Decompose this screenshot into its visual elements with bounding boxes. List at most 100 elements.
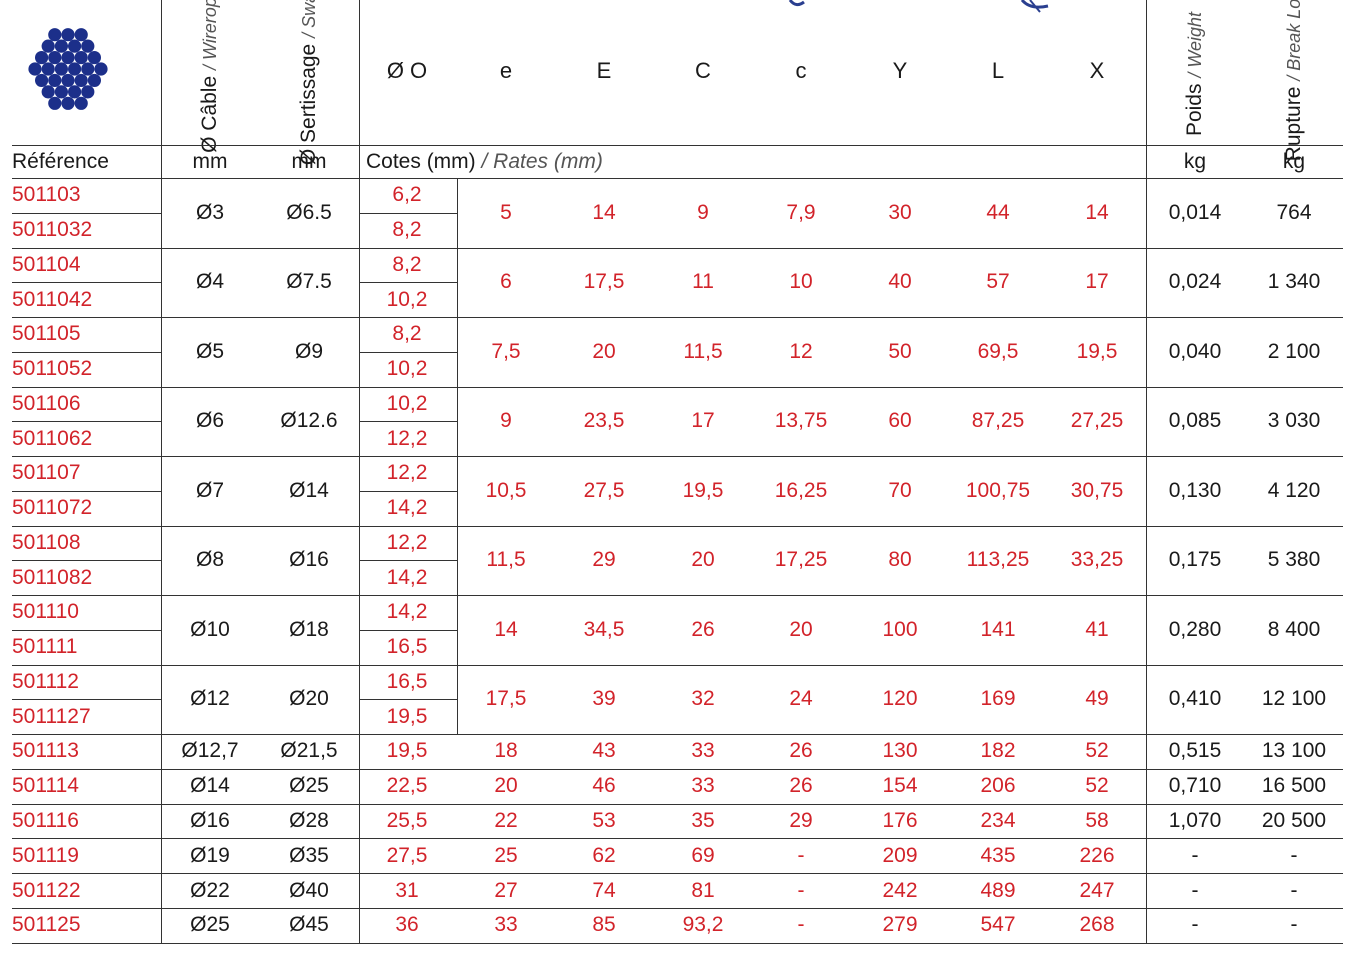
dim-e-value: 22	[494, 809, 518, 832]
row-divider	[12, 803, 1343, 805]
dim-header-o: Ø O	[386, 58, 428, 83]
cable-diameter: Ø12,7	[181, 739, 239, 763]
swaging-unit: mm	[291, 150, 327, 173]
dim-E-value: 17,5	[583, 270, 625, 294]
swaging-diameter: Ø16	[289, 548, 329, 572]
dim-o-value: 10,2	[386, 357, 428, 381]
dim-c-value: -	[797, 843, 805, 867]
dim-e-value: 20	[494, 774, 518, 798]
weight-unit: kg	[1183, 150, 1207, 173]
swaging-diameter: Ø25	[289, 774, 329, 798]
reference-code: 5011062	[12, 426, 93, 450]
dim-X-value: 226	[1079, 843, 1115, 867]
swaging-diameter: Ø9	[294, 339, 324, 363]
reference-code: 501105	[12, 322, 81, 346]
swaging-diameter: Ø7.5	[286, 270, 332, 294]
dim-c-value: 20	[789, 617, 813, 641]
break-load-value: -	[1290, 843, 1298, 867]
column-divider	[1146, 0, 1147, 943]
cable-unit: mm	[192, 150, 228, 173]
row-divider	[12, 873, 1343, 875]
dim-o-value: 14,2	[386, 496, 428, 520]
break-unit: kg	[1282, 150, 1306, 173]
weight-value: 0,710	[1168, 774, 1222, 798]
dim-o-value: 25,5	[386, 809, 428, 832]
dim-X-value: 49	[1085, 687, 1109, 711]
reference-code: 501119	[12, 843, 79, 867]
dim-E-value: 27,5	[583, 478, 625, 502]
dim-header-C: C	[695, 58, 711, 83]
dim-o-value: 8,2	[392, 218, 422, 242]
dim-c-value: -	[797, 913, 805, 937]
dim-o-value: 19,5	[386, 739, 428, 763]
ref-sub-divider	[12, 699, 161, 701]
wire-strand-icon	[18, 26, 118, 112]
reference-code: 501112	[12, 669, 79, 693]
dim-c-value: 12	[789, 339, 813, 363]
dim-X-value: 52	[1085, 774, 1109, 798]
row-divider	[12, 942, 1343, 944]
dim-X-value: 14	[1085, 200, 1109, 224]
dim-C-value: 93,2	[682, 913, 724, 937]
dim-c-value: 7,9	[786, 200, 816, 224]
swaging-diameter: Ø21,5	[280, 739, 338, 763]
reference-code: 501103	[12, 183, 81, 207]
dim-E-value: 29	[592, 548, 616, 572]
dim-e-value: 27	[494, 878, 518, 902]
dim-Y-value: 120	[882, 687, 918, 711]
cable-diameter: Ø16	[190, 809, 230, 832]
weight-value: 0,175	[1168, 548, 1222, 572]
cable-diameter: Ø19	[190, 843, 230, 867]
dim-C-value: 19,5	[682, 478, 724, 502]
ref-sub-divider	[12, 560, 161, 562]
dim-C-value: 69	[691, 843, 715, 867]
break-load-value: 13 100	[1261, 739, 1327, 763]
dim-header-E: E	[596, 58, 612, 83]
dim-L-value: 100,75	[965, 478, 1031, 502]
dim-e-value: 7,5	[491, 339, 521, 363]
dim-C-value: 26	[691, 617, 715, 641]
row-divider	[12, 768, 1343, 770]
diagram-fragment-icon	[788, 0, 1049, 13]
swaging-diameter: Ø45	[289, 913, 329, 937]
dim-c-value: 16,25	[774, 478, 828, 502]
ref-sub-divider	[12, 490, 161, 492]
cable-diameter: Ø3	[195, 200, 225, 224]
weight-value: 0,014	[1168, 200, 1222, 224]
row-divider	[12, 386, 1343, 388]
reference-code: 501108	[12, 530, 81, 554]
reference-code: 501111	[12, 635, 78, 659]
reference-header: Référence	[12, 150, 109, 173]
dim-C-value: 11,5	[683, 339, 723, 363]
dim-L-value: 206	[980, 774, 1016, 798]
swaging-diameter-header: Ø Sertissage / Swaging	[297, 0, 320, 166]
swaging-diameter: Ø28	[289, 809, 329, 832]
dim-o-value: 8,2	[392, 252, 422, 276]
dim-Y-value: 40	[888, 270, 912, 294]
dim-o-value: 6,2	[392, 183, 422, 207]
swaging-diameter: Ø6.5	[286, 200, 332, 224]
swaging-diameter: Ø40	[289, 878, 329, 902]
dim-o-value: 22,5	[386, 774, 428, 798]
o-sub-divider	[359, 629, 457, 631]
dim-E-value: 39	[592, 687, 616, 711]
weight-header: Poids / Weight	[1183, 11, 1206, 137]
dim-X-value: 41	[1085, 617, 1109, 641]
dim-c-value: -	[797, 878, 805, 902]
dim-L-value: 234	[980, 809, 1016, 832]
dim-header-X: X	[1089, 58, 1105, 83]
o-sub-divider	[359, 282, 457, 284]
row-divider	[12, 456, 1343, 457]
reference-code: 501125	[12, 913, 81, 937]
dim-Y-value: 70	[888, 478, 912, 502]
ref-sub-divider	[12, 212, 161, 214]
cable-diameter: Ø25	[190, 913, 230, 937]
dim-Y-value: 130	[882, 739, 918, 763]
reference-code: 501114	[12, 774, 79, 798]
dim-X-value: 30,75	[1070, 478, 1124, 502]
dim-X-value: 27,25	[1070, 409, 1124, 433]
reference-code: 501110	[12, 600, 79, 624]
dim-c-value: 13,75	[774, 409, 828, 433]
dim-header-Y: Y	[892, 58, 908, 83]
